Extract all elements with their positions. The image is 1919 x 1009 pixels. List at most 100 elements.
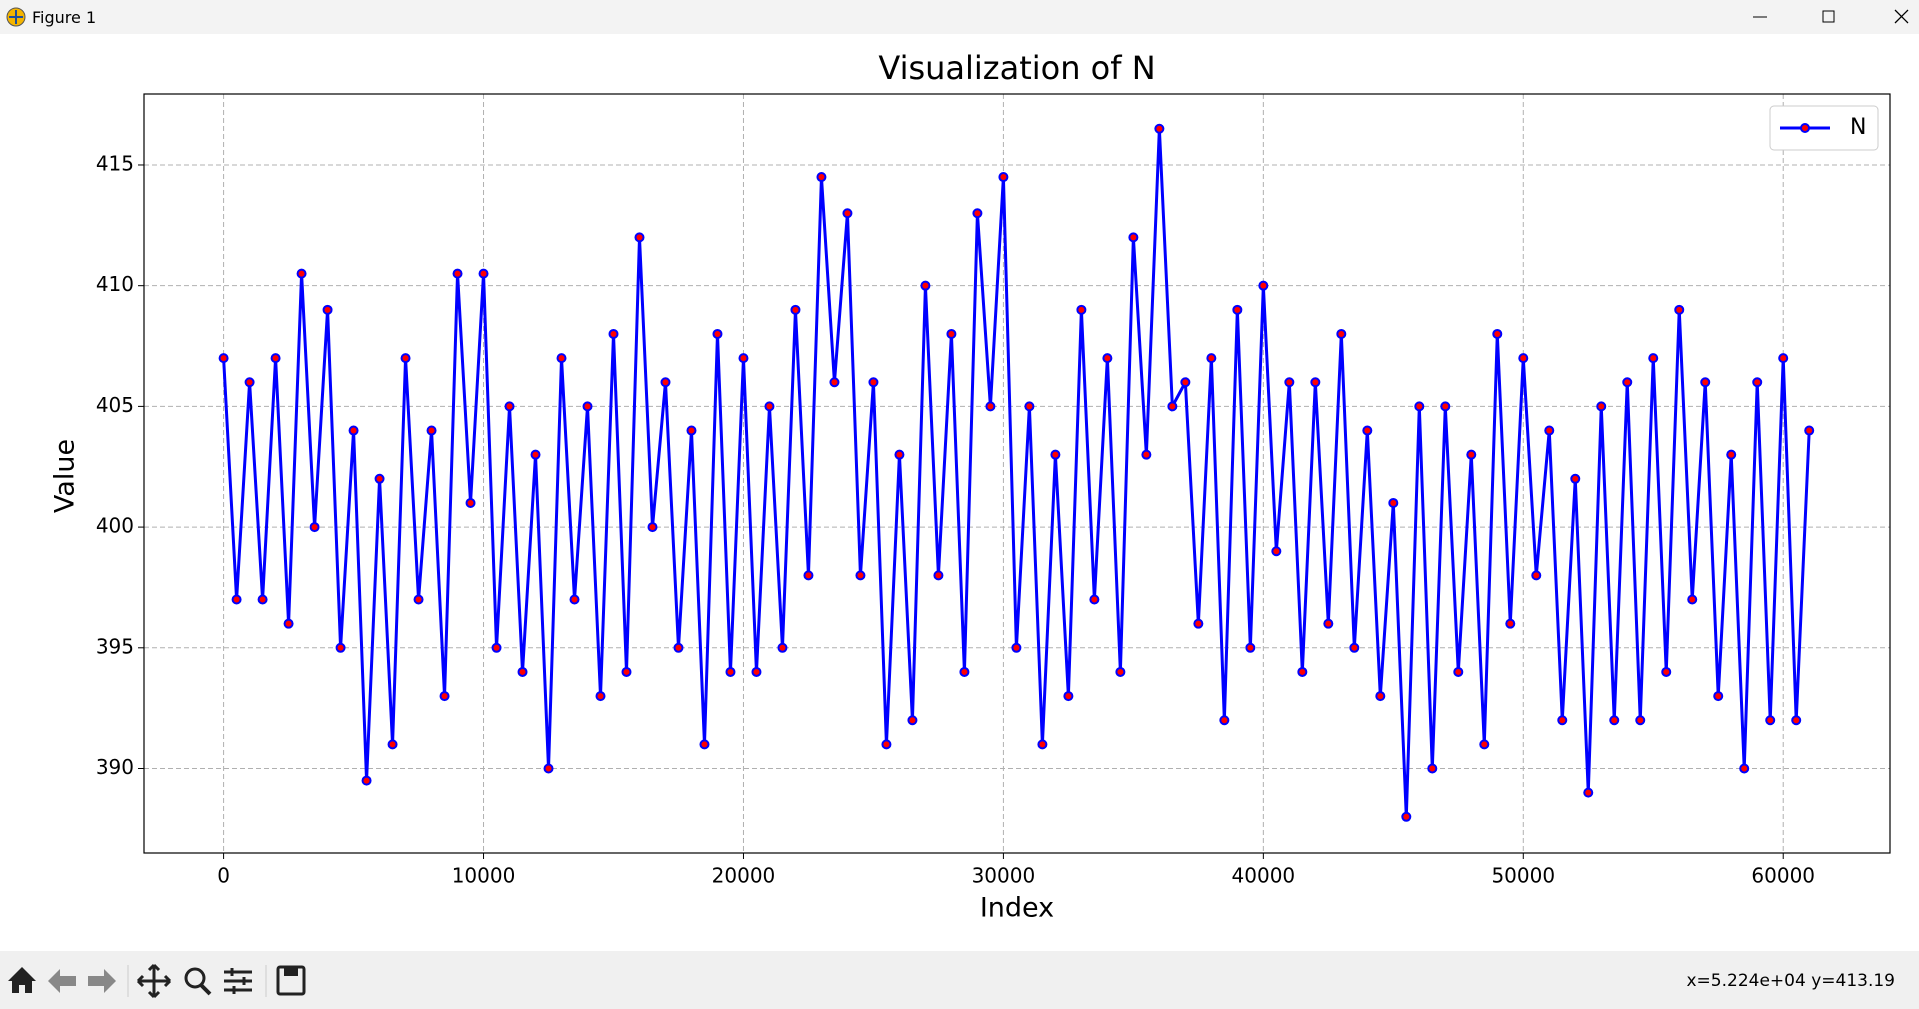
point (1063, 691, 1074, 702)
point (296, 268, 307, 279)
point (1479, 739, 1490, 750)
point (1115, 666, 1126, 677)
point (712, 328, 723, 339)
point (556, 353, 567, 364)
point (751, 666, 762, 677)
point (452, 268, 463, 279)
x-tick-label: 50000 (1491, 864, 1555, 888)
point (868, 377, 879, 388)
point (1154, 123, 1165, 134)
point (400, 353, 411, 364)
app-icon (6, 7, 26, 27)
point (1167, 401, 1178, 412)
y-tick-label: 400 (96, 514, 134, 538)
point (387, 739, 398, 750)
point (946, 328, 957, 339)
zoom-button[interactable] (184, 967, 212, 996)
point (1674, 304, 1685, 315)
point (1752, 377, 1763, 388)
point (1804, 425, 1815, 436)
restore[interactable] (1822, 10, 1835, 23)
point (1427, 763, 1438, 774)
point (1635, 715, 1646, 726)
x-axis-label: Index (980, 893, 1054, 924)
point (1310, 377, 1321, 388)
point (218, 353, 229, 364)
point (816, 172, 827, 183)
point (1011, 642, 1022, 653)
point (1713, 691, 1724, 702)
point (647, 522, 658, 533)
point (1531, 570, 1542, 581)
point (1791, 715, 1802, 726)
point (1206, 353, 1217, 364)
point (465, 497, 476, 508)
point (543, 763, 554, 774)
point (1596, 401, 1607, 412)
point (1037, 739, 1048, 750)
point (855, 570, 866, 581)
point (803, 570, 814, 581)
point (1661, 666, 1672, 677)
home-button[interactable] (8, 967, 36, 993)
point (738, 353, 749, 364)
point (1349, 642, 1360, 653)
toolbar: x=5.224e+04 y=413.19 (0, 951, 1919, 1009)
legend-marker (1800, 123, 1810, 133)
y-tick-label: 415 (96, 151, 134, 175)
save-button[interactable] (276, 965, 306, 996)
y-tick-label: 395 (96, 634, 134, 658)
point (530, 449, 541, 460)
point (699, 739, 710, 750)
point (348, 425, 359, 436)
pan-button[interactable] (136, 963, 172, 999)
point (829, 377, 840, 388)
point (1245, 642, 1256, 653)
point (1128, 232, 1139, 243)
point (413, 594, 424, 605)
point (1089, 594, 1100, 605)
point (777, 642, 788, 653)
point (309, 522, 320, 533)
point (790, 304, 801, 315)
point (1297, 666, 1308, 677)
point (504, 401, 515, 412)
point (621, 666, 632, 677)
y-tick-label: 410 (96, 272, 134, 296)
y-tick-label: 390 (96, 755, 134, 779)
x-tick-label: 60000 (1751, 864, 1815, 888)
point (1609, 715, 1620, 726)
point (907, 715, 918, 726)
point (1453, 666, 1464, 677)
point (1648, 353, 1659, 364)
point (1700, 377, 1711, 388)
y-tick-label: 405 (96, 393, 134, 417)
back-button[interactable] (48, 969, 76, 993)
point (1765, 715, 1776, 726)
point (478, 268, 489, 279)
close[interactable] (1894, 9, 1909, 24)
cursor-status: x=5.224e+04 y=413.19 (1686, 971, 1896, 991)
configure-button[interactable] (224, 968, 252, 994)
title-bar: Figure 1 (0, 0, 1919, 34)
point (283, 618, 294, 629)
point (1102, 353, 1113, 364)
point (374, 473, 385, 484)
point (1401, 811, 1412, 822)
point (842, 208, 853, 219)
point (660, 377, 671, 388)
point (1271, 546, 1282, 557)
point (1024, 401, 1035, 412)
point (517, 666, 528, 677)
point (322, 304, 333, 315)
point (764, 401, 775, 412)
point (686, 425, 697, 436)
forward-button[interactable] (88, 969, 116, 993)
plot-frame (143, 93, 1891, 854)
point (1219, 715, 1230, 726)
x-tick-label: 20000 (712, 864, 776, 888)
point (361, 775, 372, 786)
point (1258, 280, 1269, 291)
point (1583, 787, 1594, 798)
